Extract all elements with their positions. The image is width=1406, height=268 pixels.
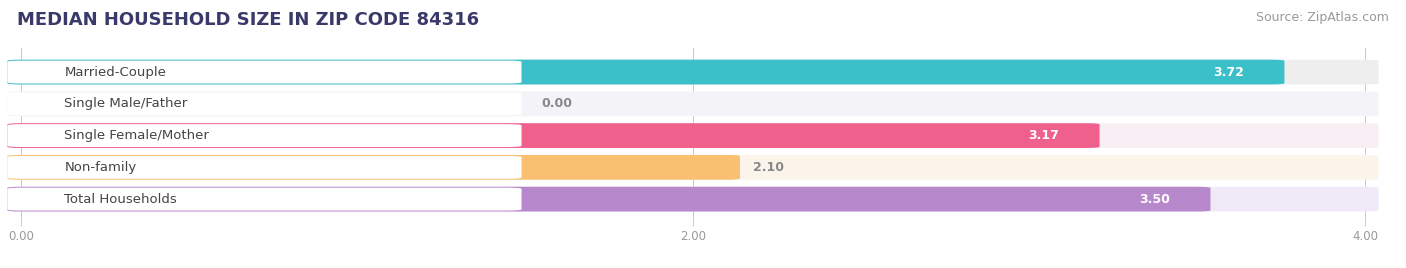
Text: MEDIAN HOUSEHOLD SIZE IN ZIP CODE 84316: MEDIAN HOUSEHOLD SIZE IN ZIP CODE 84316: [17, 11, 479, 29]
Text: Married-Couple: Married-Couple: [65, 66, 166, 79]
FancyBboxPatch shape: [7, 187, 1211, 211]
FancyBboxPatch shape: [7, 60, 1285, 84]
Text: Non-family: Non-family: [65, 161, 136, 174]
FancyBboxPatch shape: [7, 91, 1378, 116]
FancyBboxPatch shape: [7, 61, 522, 84]
Text: 2.10: 2.10: [754, 161, 785, 174]
Text: Single Female/Mother: Single Female/Mother: [65, 129, 209, 142]
Text: 0.00: 0.00: [541, 97, 572, 110]
Text: 3.50: 3.50: [1139, 193, 1170, 206]
FancyBboxPatch shape: [7, 156, 522, 179]
FancyBboxPatch shape: [7, 155, 740, 180]
FancyBboxPatch shape: [7, 124, 522, 147]
FancyBboxPatch shape: [7, 92, 522, 115]
FancyBboxPatch shape: [7, 123, 1099, 148]
FancyBboxPatch shape: [7, 60, 1378, 84]
FancyBboxPatch shape: [7, 155, 1378, 180]
Text: 3.17: 3.17: [1028, 129, 1059, 142]
Text: Total Households: Total Households: [65, 193, 177, 206]
FancyBboxPatch shape: [7, 123, 1378, 148]
Text: 3.72: 3.72: [1213, 66, 1244, 79]
Text: Source: ZipAtlas.com: Source: ZipAtlas.com: [1256, 11, 1389, 24]
FancyBboxPatch shape: [7, 187, 1378, 211]
Text: Single Male/Father: Single Male/Father: [65, 97, 188, 110]
FancyBboxPatch shape: [7, 188, 522, 211]
